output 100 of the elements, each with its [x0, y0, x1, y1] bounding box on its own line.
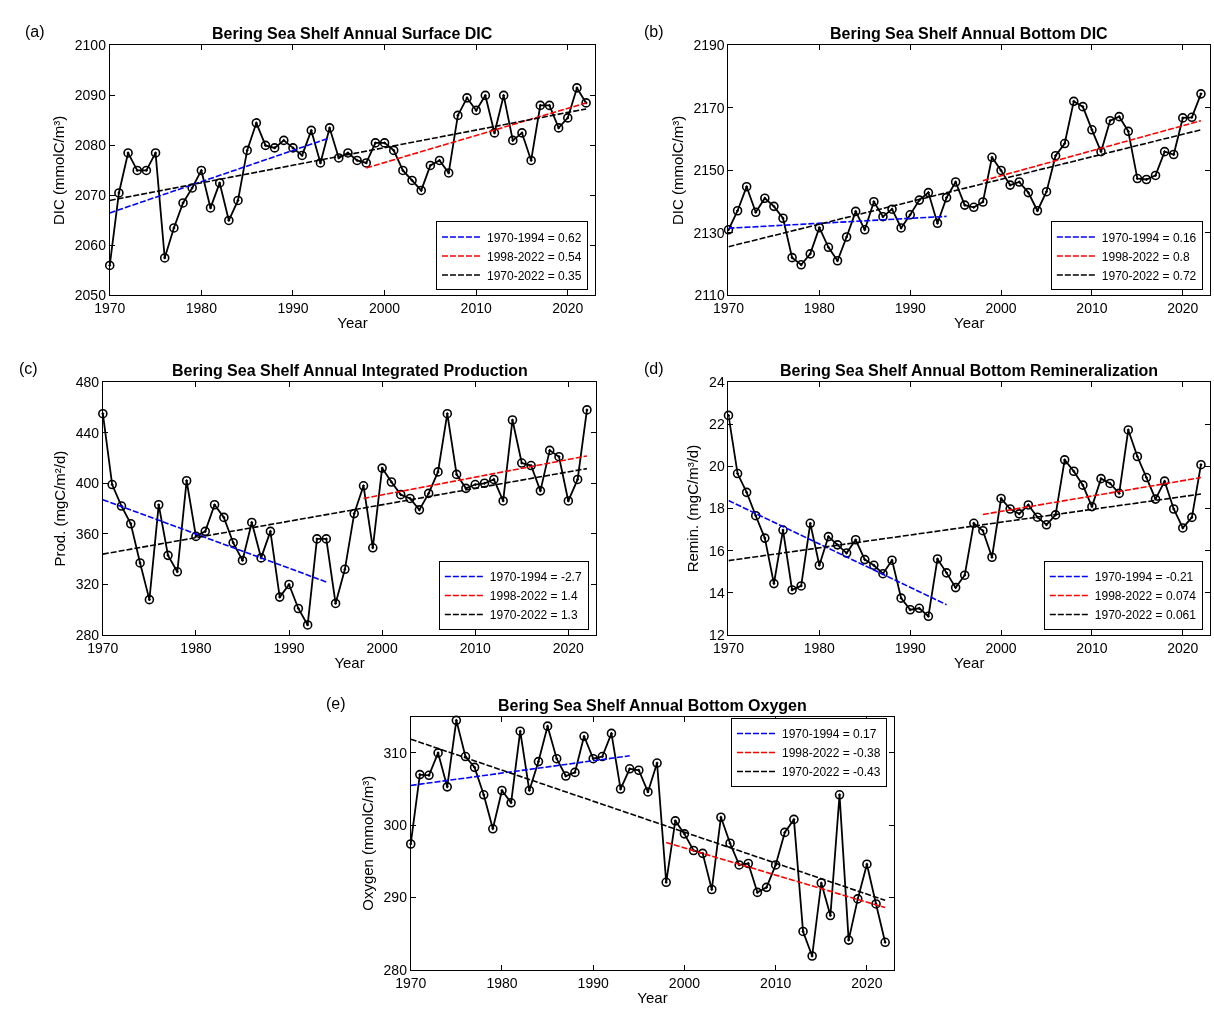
y-tick-label: 2190 [693, 37, 725, 54]
point [135, 558, 145, 568]
point [741, 181, 752, 192]
point [1141, 174, 1152, 185]
point [778, 525, 788, 535]
point [377, 463, 387, 473]
point [1014, 177, 1025, 187]
point [978, 525, 988, 536]
chart-title: Bering Sea Shelf Annual Bottom Remineralization [780, 362, 1159, 379]
point [443, 168, 454, 178]
point [172, 567, 183, 577]
point [368, 542, 378, 553]
point [787, 585, 797, 595]
point [1068, 96, 1079, 107]
point [1096, 473, 1106, 484]
point [321, 534, 332, 544]
point [871, 899, 881, 909]
y-tick-label: 2070 [74, 187, 107, 204]
point [697, 848, 708, 859]
point [779, 827, 790, 838]
point [386, 477, 397, 487]
point [542, 721, 553, 731]
point [507, 415, 518, 425]
point [107, 479, 117, 490]
x-tick-label: 2010 [1076, 639, 1108, 656]
point [200, 526, 211, 537]
point [914, 195, 925, 205]
point [508, 135, 518, 146]
point [1087, 501, 1097, 512]
point [169, 223, 179, 233]
text: (d) [644, 360, 664, 377]
x-tick-label: 2000 [985, 639, 1017, 656]
point [1105, 115, 1115, 126]
y-tick-label: 2090 [74, 87, 107, 104]
y-tick-label: 2080 [74, 137, 107, 154]
point [1114, 111, 1124, 122]
y-tick-label: 2130 [693, 224, 725, 241]
x-tick-label: 1990 [277, 300, 309, 317]
point [469, 762, 480, 773]
legend-label: 1998-2022 = -0.38 [782, 746, 881, 761]
point [850, 534, 861, 545]
point [750, 510, 761, 521]
point [1014, 509, 1025, 519]
point [415, 769, 425, 780]
point [470, 479, 481, 490]
text: (b) [644, 23, 664, 40]
point [732, 468, 743, 479]
point [570, 767, 580, 778]
point [1041, 186, 1052, 197]
y-tick-label: 360 [75, 525, 100, 542]
point [343, 148, 353, 158]
point [489, 474, 499, 485]
point [434, 155, 445, 166]
point [498, 496, 508, 506]
point [1078, 101, 1088, 112]
point [987, 552, 997, 563]
point [905, 210, 915, 220]
point [196, 165, 207, 176]
point [460, 751, 471, 762]
x-tick-label: 2010 [1076, 300, 1108, 317]
point [442, 408, 453, 419]
point [414, 505, 425, 515]
x-axis-title: Year [954, 314, 985, 332]
point [679, 829, 690, 839]
point [544, 445, 555, 456]
point [478, 790, 489, 800]
point [123, 148, 133, 158]
y-axis-title: Oxygen (mmolC/m³) [358, 775, 376, 911]
point [141, 165, 152, 176]
legend-label: 1970-2022 = -0.43 [782, 765, 881, 780]
point [219, 512, 229, 523]
point [789, 814, 799, 825]
chart-title: Bering Sea Shelf Annual Bottom Oxygen [498, 697, 807, 714]
point [159, 253, 170, 263]
point [750, 207, 761, 218]
point [246, 517, 257, 528]
point [497, 785, 507, 796]
y-tick-label: 16 [709, 542, 725, 559]
text: (e) [326, 695, 346, 712]
point [1041, 520, 1052, 530]
point [832, 540, 843, 550]
point [760, 533, 770, 543]
point [433, 467, 443, 477]
point [1096, 146, 1106, 157]
point [563, 496, 574, 506]
point [293, 603, 304, 614]
point [1187, 112, 1197, 123]
point [1196, 459, 1206, 470]
legend-label: 1970-1994 = -0.21 [1094, 570, 1194, 585]
x-axis-title: Year [954, 653, 985, 671]
point [181, 475, 192, 486]
point [209, 499, 220, 510]
point [723, 225, 734, 235]
x-tick-label: 2020 [851, 974, 883, 991]
x-tick-label: 2010 [760, 974, 792, 991]
x-tick-label: 2000 [368, 300, 401, 317]
point [260, 140, 271, 151]
y-tick-label: 24 [709, 373, 725, 390]
point [544, 100, 555, 111]
point [914, 603, 925, 614]
